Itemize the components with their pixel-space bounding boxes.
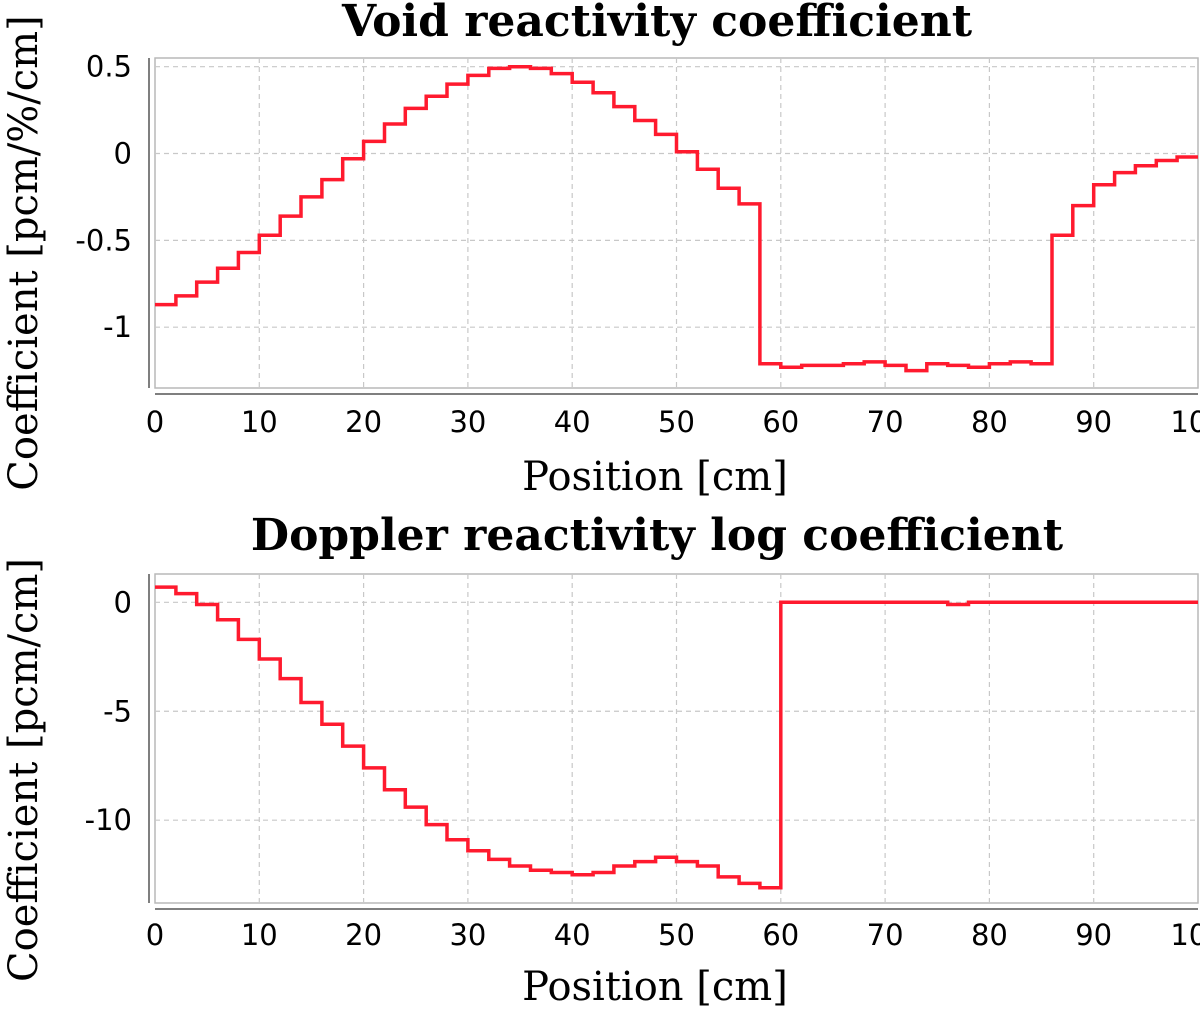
x-tick-label: 50 [658, 918, 695, 952]
x-tick-label: 60 [762, 918, 799, 952]
y-tick-label: 0 [114, 137, 132, 171]
void-chart: Void reactivity coefficient Position [cm… [1, 0, 1200, 500]
x-tick-label: 90 [1075, 918, 1112, 952]
doppler-chart-title: Doppler reactivity log coefficient [251, 510, 1064, 561]
x-tick-label: 30 [449, 405, 486, 439]
doppler-plot-area: 0 10 20 30 40 50 60 70 80 90 100 0 -5 -10 [85, 573, 1200, 952]
x-tick-label: 90 [1075, 405, 1112, 439]
y-tick-label: -0.5 [75, 223, 132, 257]
x-tick-label: 10 [241, 918, 278, 952]
series-line [155, 585, 1198, 890]
x-tick-label: 100 [1170, 405, 1200, 439]
x-tick-label: 50 [658, 405, 695, 439]
x-tick-label: 70 [867, 405, 904, 439]
void-chart-ylabel: Coefficient [pcm/%/cm] [1, 15, 47, 490]
series-line [155, 64, 1198, 373]
void-chart-xlabel: Position [cm] [522, 454, 788, 500]
x-tick-label: 20 [345, 918, 382, 952]
doppler-chart: Doppler reactivity log coefficient Posit… [1, 510, 1200, 1010]
doppler-chart-xlabel: Position [cm] [522, 964, 788, 1010]
x-tick-label: 40 [554, 405, 591, 439]
x-tick-label: 10 [241, 405, 278, 439]
y-tick-label: -1 [103, 310, 132, 344]
x-tick-label: 80 [971, 405, 1008, 439]
x-tick-label: 80 [971, 918, 1008, 952]
x-tick-label: 100 [1170, 918, 1200, 952]
x-tick-label: 0 [146, 918, 164, 952]
y-tick-label: -5 [103, 694, 132, 728]
doppler-chart-ylabel: Coefficient [pcm/cm] [1, 558, 47, 982]
x-tick-label: 60 [762, 405, 799, 439]
x-tick-label: 70 [867, 918, 904, 952]
y-tick-label: 0 [114, 585, 132, 619]
void-chart-title: Void reactivity coefficient [341, 0, 973, 47]
x-tick-label: 30 [449, 918, 486, 952]
x-tick-label: 0 [146, 405, 164, 439]
void-plot-area: 0 10 20 30 40 50 60 70 80 90 100 0.5 0 -0.5 -1 [75, 50, 1200, 439]
y-tick-label: -10 [85, 803, 132, 837]
y-tick-label: 0.5 [86, 50, 132, 84]
x-tick-label: 20 [345, 405, 382, 439]
x-tick-label: 40 [554, 918, 591, 952]
